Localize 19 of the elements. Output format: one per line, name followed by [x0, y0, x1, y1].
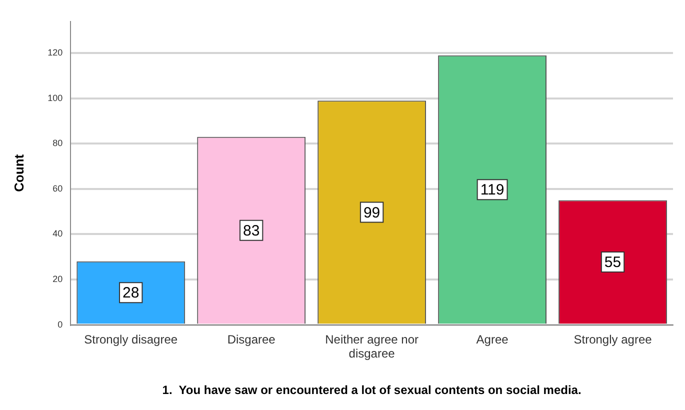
x-tick-label: Agree [476, 332, 509, 346]
y-axis-title: Count [11, 154, 26, 192]
y-tick-label: 80 [52, 138, 63, 148]
y-tick-label: 20 [52, 274, 63, 284]
data-label: 83 [242, 222, 260, 240]
data-label: 55 [604, 254, 622, 272]
data-label: 28 [122, 284, 140, 302]
x-tick-label: Strongly agree [574, 332, 652, 346]
x-axis-title: 1. You have saw or encountered a lot of sexual contents on social media. [162, 383, 582, 398]
x-tick-label: Disgaree [227, 332, 276, 346]
x-tick-label: Strongly disagree [84, 332, 178, 346]
x-tick-label: Neither agree nor disgaree [325, 332, 419, 361]
data-label: 119 [480, 182, 504, 199]
y-tick-label: 120 [48, 48, 63, 58]
y-tick-label: 0 [58, 319, 63, 330]
y-tick-label: 60 [52, 183, 63, 194]
y-tick-label: 40 [52, 228, 63, 239]
y-tick-label: 100 [48, 92, 63, 103]
data-label: 99 [363, 204, 380, 222]
